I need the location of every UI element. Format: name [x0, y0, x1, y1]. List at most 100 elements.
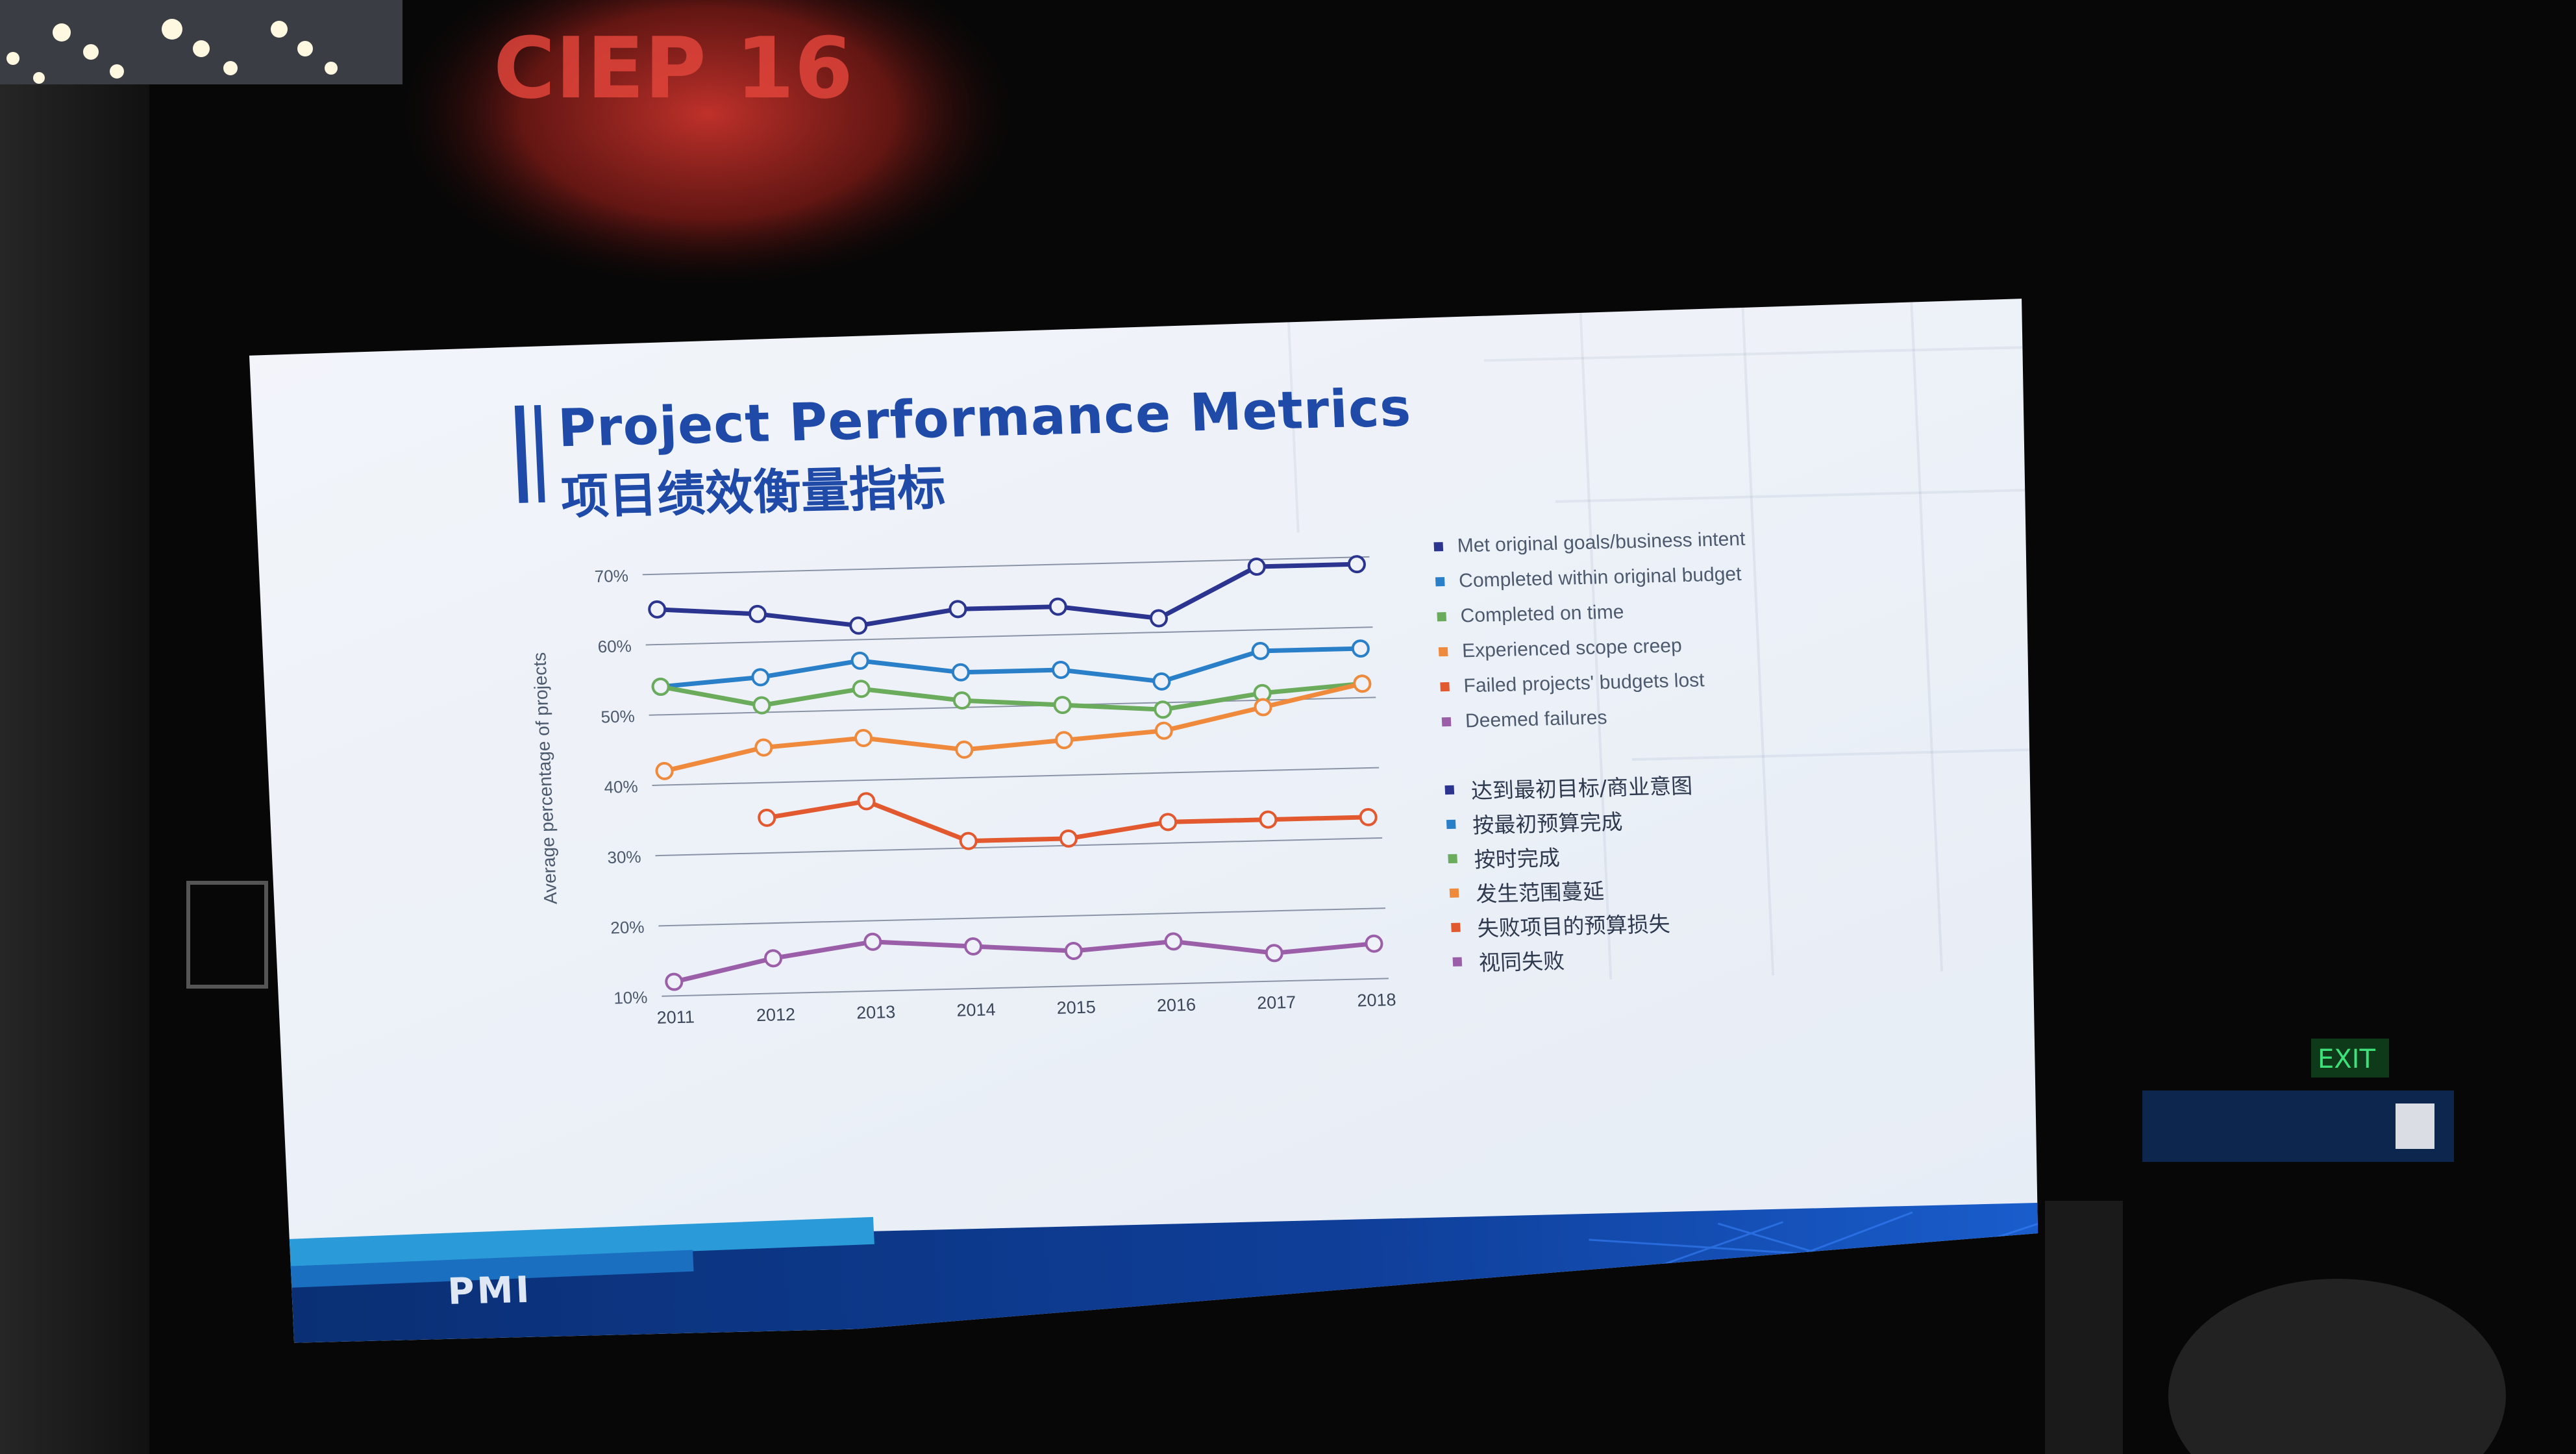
legend-label-zh: 失败项目的预算损失: [1476, 911, 1671, 941]
x-tick-label: 2012: [756, 1005, 795, 1025]
chart-grid: [642, 556, 1389, 997]
data-point: [1265, 944, 1283, 963]
data-point: [1164, 932, 1183, 951]
data-point: [955, 740, 974, 759]
x-tick-label: 2013: [856, 1002, 896, 1022]
legend-item-zh: 发生范围蔓延: [1449, 870, 1698, 910]
legend-label: Experienced scope creep: [1461, 635, 1683, 662]
data-point: [952, 691, 971, 710]
stage-light-glow: [2168, 1279, 2506, 1454]
data-point: [648, 600, 667, 619]
legend-label: Deemed failures: [1465, 707, 1608, 732]
slide-title-en: Project Performance Metrics: [556, 377, 1413, 459]
series-line: [660, 681, 1363, 712]
y-tick-label: 30%: [607, 847, 641, 867]
data-point: [1059, 829, 1078, 848]
legend-item-zh: 按时完成: [1447, 835, 1696, 876]
legend-swatch: [1435, 577, 1445, 587]
data-point: [1064, 942, 1083, 961]
series-3: [655, 674, 1372, 780]
x-tick-label: 2016: [1156, 995, 1196, 1015]
data-point: [951, 663, 970, 682]
y-tick-label: 20%: [610, 917, 645, 937]
data-point: [964, 937, 983, 955]
series-line: [663, 681, 1363, 774]
grid-line: [649, 696, 1376, 716]
data-point: [1149, 609, 1168, 628]
banner-text: CIEP 16: [493, 19, 853, 117]
exit-sign-text: EXIT: [2318, 1044, 2375, 1074]
left-wall: [0, 0, 149, 1454]
data-point: [748, 604, 767, 623]
legend-chinese: 达到最初目标/商业意图 按最初预算完成 按时完成 发生范围蔓延失败项目的预算损失 视同失…: [1444, 767, 1701, 979]
data-point: [854, 728, 873, 747]
ceiling-lights: [6, 19, 338, 84]
data-point: [1347, 555, 1366, 574]
x-tick-label: 2014: [956, 1000, 996, 1020]
legend-label-zh: 按最初预算完成: [1472, 808, 1624, 838]
data-point: [948, 600, 967, 619]
data-point: [655, 761, 674, 780]
data-point: [752, 696, 771, 715]
legend-label: Completed within original budget: [1458, 563, 1742, 592]
grid-line: [655, 837, 1383, 857]
legend-swatch: [1433, 542, 1444, 552]
x-tick-label: 2015: [1056, 997, 1096, 1017]
data-point: [850, 651, 869, 670]
legend-swatch: [1451, 922, 1461, 932]
data-point: [1053, 696, 1072, 715]
data-point: [754, 738, 773, 757]
legend-english: Met original goals/business intent Comple…: [1433, 522, 1754, 739]
x-axis-ticks: 2011 2012 2013 2014 2015 2016 2017 2018: [656, 990, 1396, 1028]
grid-line: [658, 907, 1386, 927]
title-accent-bar: [514, 404, 545, 503]
footer-stripe-light: [289, 1216, 874, 1266]
legend-swatch: [1444, 785, 1455, 795]
grid-line: [652, 767, 1380, 786]
x-tick-label: 2017: [1257, 992, 1296, 1013]
data-point: [1359, 807, 1378, 826]
legend-swatch: [1448, 854, 1457, 863]
data-point: [1154, 721, 1173, 740]
data-point: [1247, 557, 1266, 576]
x-tick-label: 2011: [656, 1007, 695, 1027]
data-point: [1254, 698, 1272, 717]
chart-series: [648, 555, 1383, 991]
legend-swatch: [1446, 819, 1456, 829]
data-point: [1154, 700, 1172, 719]
series-line: [657, 561, 1357, 628]
y-tick-label: 40%: [604, 777, 638, 797]
data-point: [764, 949, 783, 968]
footer-stripe-mid: [290, 1250, 694, 1288]
series-4: [758, 792, 1378, 850]
y-tick-label: 60%: [597, 636, 632, 656]
data-point: [959, 832, 978, 850]
grid-line: [645, 626, 1373, 646]
y-axis-label: Average percentage of projects: [529, 652, 561, 904]
exit-sign: [2311, 1039, 2389, 1078]
slide-title-zh: 项目绩效衡量指标: [560, 460, 947, 526]
data-point: [863, 932, 882, 951]
legend-swatch: [1441, 717, 1452, 727]
legend-label-zh: 发生范围蔓延: [1475, 878, 1605, 907]
legend-label-zh: 达到最初目标/商业意图: [1470, 772, 1693, 804]
data-point: [1152, 672, 1171, 691]
legend-item-zh: 达到最初目标/商业意图: [1444, 767, 1693, 807]
series-5: [665, 932, 1383, 991]
x-tick-label: 2018: [1357, 990, 1396, 1010]
y-tick-label: 70%: [594, 566, 628, 586]
data-point: [751, 668, 770, 687]
legend-swatch: [1440, 682, 1450, 692]
data-point: [1055, 731, 1074, 750]
legend-item-zh: 视同失败: [1452, 939, 1701, 979]
wall-sign: [186, 881, 268, 989]
y-tick-label: 10%: [613, 987, 648, 1007]
slide: Project Performance Metrics 项目绩效衡量指标 70%…: [247, 299, 2038, 1343]
y-tick-label: 50%: [601, 706, 635, 726]
data-point: [665, 972, 684, 991]
series-0: [648, 555, 1366, 635]
right-pillar: [2045, 1201, 2123, 1454]
legend-label: Met original goals/business intent: [1457, 528, 1746, 557]
data-point: [1048, 597, 1067, 616]
data-point: [1365, 934, 1383, 953]
